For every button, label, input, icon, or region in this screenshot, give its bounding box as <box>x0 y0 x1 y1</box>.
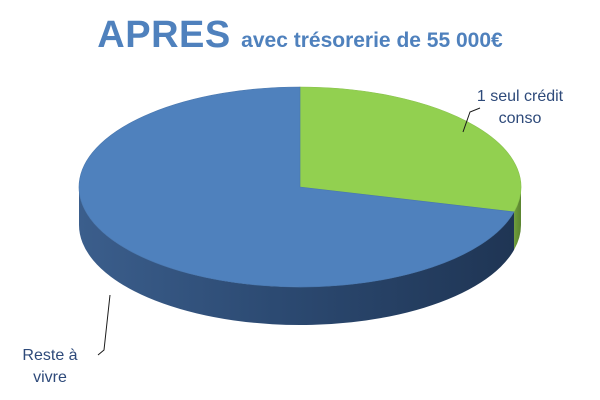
pie-side-0 <box>514 187 521 250</box>
pie-group <box>78 86 522 325</box>
pie-slice-1 <box>78 86 515 288</box>
slice-label-0: 1 seul crédit conso <box>477 88 564 127</box>
slice-label-1: Reste à vivre <box>22 347 77 386</box>
leader-line-0 <box>462 107 481 133</box>
pie-side-1 <box>79 187 515 325</box>
pie-slice-0 <box>299 86 522 213</box>
chart-title: APRES <box>97 14 231 56</box>
chart-subtitle: avec trésorerie de 55 000€ <box>241 29 503 52</box>
leader-line-1 <box>97 294 111 356</box>
label-group: 1 seul crédit conso Reste à vivre <box>22 88 563 386</box>
chart-title-row: APRES avec trésorerie de 55 000€ <box>0 14 600 57</box>
